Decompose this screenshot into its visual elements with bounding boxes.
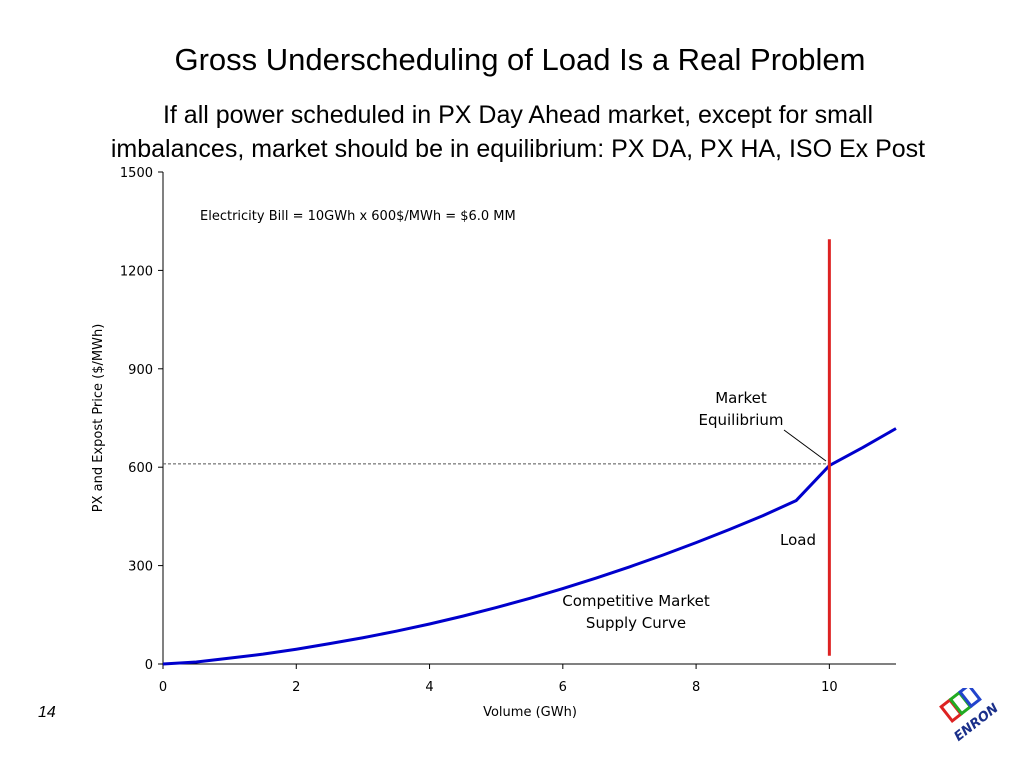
x-tick-label: 4 [425, 680, 433, 695]
chart-ticks: 0 300 600 900 1200 1500 0 2 4 6 8 10 [120, 166, 838, 695]
logo-wordmark: ENRON [952, 701, 1002, 745]
y-tick-label: 1500 [120, 166, 153, 181]
equilibrium-pointer [783, 429, 827, 462]
supply-curve-line [162, 427, 897, 666]
bill-annotation: Electricity Bill = 10GWh x 600$/MWh = $6… [200, 209, 516, 224]
chart-series [162, 239, 897, 666]
equilibrium-label-line-1: Market [715, 389, 767, 407]
x-tick-label: 6 [559, 680, 567, 695]
x-tick-label: 0 [159, 680, 167, 695]
price-volume-chart: 0 300 600 900 1200 1500 0 2 4 6 8 10 Electricity Bi… [91, 166, 897, 720]
y-tick-label: 0 [145, 658, 153, 673]
slide-number: 14 [38, 704, 56, 721]
y-axis-title: PX and Expost Price ($/MWh) [91, 324, 106, 513]
y-tick-label: 300 [128, 560, 153, 575]
slide-title: Gross Underscheduling of Load Is a Real … [174, 42, 866, 77]
x-axis-title: Volume (GWh) [483, 705, 577, 720]
subtitle-line-2: imbalances, market should be in equilibr… [110, 135, 926, 163]
x-tick-label: 10 [821, 680, 838, 695]
supply-curve-label-line-1: Competitive Market [562, 592, 710, 610]
chart-annotations: Electricity Bill = 10GWh x 600$/MWh = $6… [91, 209, 827, 720]
chart-axes [162, 172, 896, 665]
x-tick-label: 2 [292, 680, 300, 695]
y-tick-label: 900 [128, 363, 153, 378]
x-tick-label: 8 [692, 680, 700, 695]
subtitle-line-1: If all power scheduled in PX Day Ahead m… [162, 101, 874, 129]
slide-subtitle: If all power scheduled in PX Day Ahead m… [40, 98, 996, 166]
equilibrium-label-line-2: Equilibrium [699, 411, 784, 429]
y-tick-label: 1200 [120, 264, 153, 279]
enron-logo: ENRON [939, 688, 1002, 745]
supply-curve-label-line-2: Supply Curve [586, 614, 686, 632]
y-tick-label: 600 [128, 461, 153, 476]
load-label: Load [780, 531, 816, 549]
